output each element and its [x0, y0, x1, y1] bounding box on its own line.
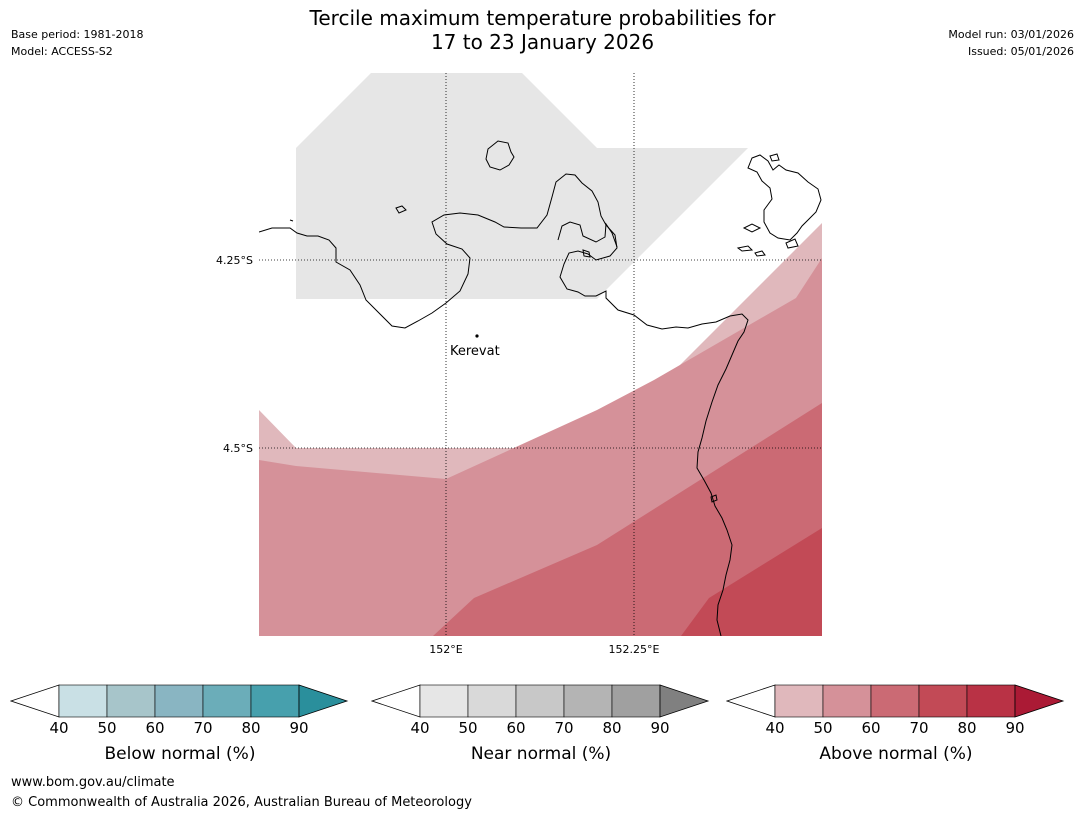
colorbar-below-normal	[10, 684, 349, 718]
colorbar-swatch	[154, 684, 204, 718]
tick: 70	[554, 719, 574, 737]
legend-above-normal: 40 50 60 70 80 90 Above normal (%)	[726, 684, 1066, 764]
tick: 40	[410, 719, 430, 737]
island-east-3	[785, 238, 799, 249]
tick: 50	[458, 719, 478, 737]
tick: 50	[97, 719, 117, 737]
island-east-2	[736, 245, 754, 252]
island-north	[485, 140, 515, 171]
tick: 70	[909, 719, 929, 737]
legend-near-normal: 40 50 60 70 80 90 Near normal (%)	[371, 684, 711, 764]
colorbar-swatch	[918, 684, 968, 718]
coastline-inner	[557, 221, 618, 248]
model-name: Model: ACCESS-S2	[11, 45, 113, 58]
tick: 50	[813, 719, 833, 737]
tick: 60	[861, 719, 881, 737]
island-east-4	[754, 250, 766, 257]
colorbar-extend-low	[371, 684, 421, 718]
above-normal-band-70	[681, 528, 822, 636]
legend-ticks-near: 40 50 60 70 80 90	[371, 718, 711, 738]
colorbar-extend-high	[659, 684, 710, 718]
lon-label-152-25: 152.25°E	[609, 643, 660, 656]
kerevat-marker	[475, 334, 479, 338]
legend-ticks-below: 40 50 60 70 80 90	[10, 718, 350, 738]
colorbar-swatch	[774, 684, 824, 718]
island-group-east	[747, 154, 822, 241]
meta-left: Base period: 1981-2018 Model: ACCESS-S2	[11, 26, 143, 60]
colorbar-swatch	[202, 684, 252, 718]
legend-below-normal: 40 50 60 70 80 90 Below normal (%)	[10, 684, 350, 764]
island-east-1	[742, 223, 762, 233]
footer-url[interactable]: www.bom.gov.au/climate	[11, 775, 175, 790]
island-small-bay	[582, 249, 591, 258]
tick: 80	[602, 719, 622, 737]
near-normal-region	[296, 73, 748, 299]
colorbar-near-normal	[371, 684, 710, 718]
tick: 60	[506, 719, 526, 737]
lat-label-4-5: 4.5°S	[223, 442, 253, 455]
title-line-1: Tercile maximum temperature probabilitie…	[309, 6, 776, 30]
legend-title-near: Near normal (%)	[470, 744, 612, 764]
tick: 40	[49, 719, 69, 737]
colorbar-above-normal	[726, 684, 1065, 718]
colorbar-swatch	[419, 684, 469, 718]
colorbar-swatch	[870, 684, 920, 718]
river-inlet	[710, 494, 718, 503]
colorbar-swatch	[106, 684, 156, 718]
tick: 80	[241, 719, 261, 737]
colorbar-swatch	[467, 684, 517, 718]
legend-title-above: Above normal (%)	[819, 744, 973, 764]
above-normal-band-60	[433, 403, 822, 636]
coastline-peninsula	[259, 173, 749, 636]
legend-ticks-above: 40 50 60 70 80 90	[726, 718, 1066, 738]
colorbar-extend-high	[1014, 684, 1065, 718]
colorbar-swatch	[515, 684, 565, 718]
tick: 40	[765, 719, 785, 737]
colorbar-swatch	[966, 684, 1016, 718]
island-east-5	[769, 153, 780, 162]
footer-copyright: © Commonwealth of Australia 2026, Austra…	[11, 795, 472, 810]
colorbar-extend-low	[726, 684, 776, 718]
lat-label-4-25: 4.25°S	[216, 254, 253, 267]
kerevat-label: Kerevat	[450, 344, 500, 359]
tick: 60	[145, 719, 165, 737]
island-small-west	[395, 205, 407, 214]
meta-right: Model run: 03/01/2026 Issued: 05/01/2026	[948, 26, 1074, 60]
chart-title: Tercile maximum temperature probabilitie…	[0, 6, 1085, 54]
issued-date: Issued: 05/01/2026	[967, 45, 1074, 58]
model-run: Model run: 03/01/2026	[948, 28, 1074, 41]
title-line-2: 17 to 23 January 2026	[430, 30, 655, 54]
lon-label-152: 152°E	[429, 643, 462, 656]
tick: 70	[193, 719, 213, 737]
colorbar-swatch	[563, 684, 613, 718]
colorbar-swatch	[58, 684, 108, 718]
tick: 90	[650, 719, 670, 737]
tick: 90	[289, 719, 309, 737]
colorbar-swatch	[822, 684, 872, 718]
colorbar-swatch	[611, 684, 661, 718]
colorbar-extend-low	[10, 684, 60, 718]
tick: 80	[957, 719, 977, 737]
base-period: Base period: 1981-2018	[11, 28, 144, 41]
legend-title-below: Below normal (%)	[104, 744, 256, 764]
colorbar-swatch	[250, 684, 300, 718]
island-dot	[289, 219, 294, 222]
colorbar-extend-high	[298, 684, 349, 718]
tick: 90	[1005, 719, 1025, 737]
map: Kerevat 4.25°S 4.5°S 152°E 152.25°E	[216, 73, 822, 656]
